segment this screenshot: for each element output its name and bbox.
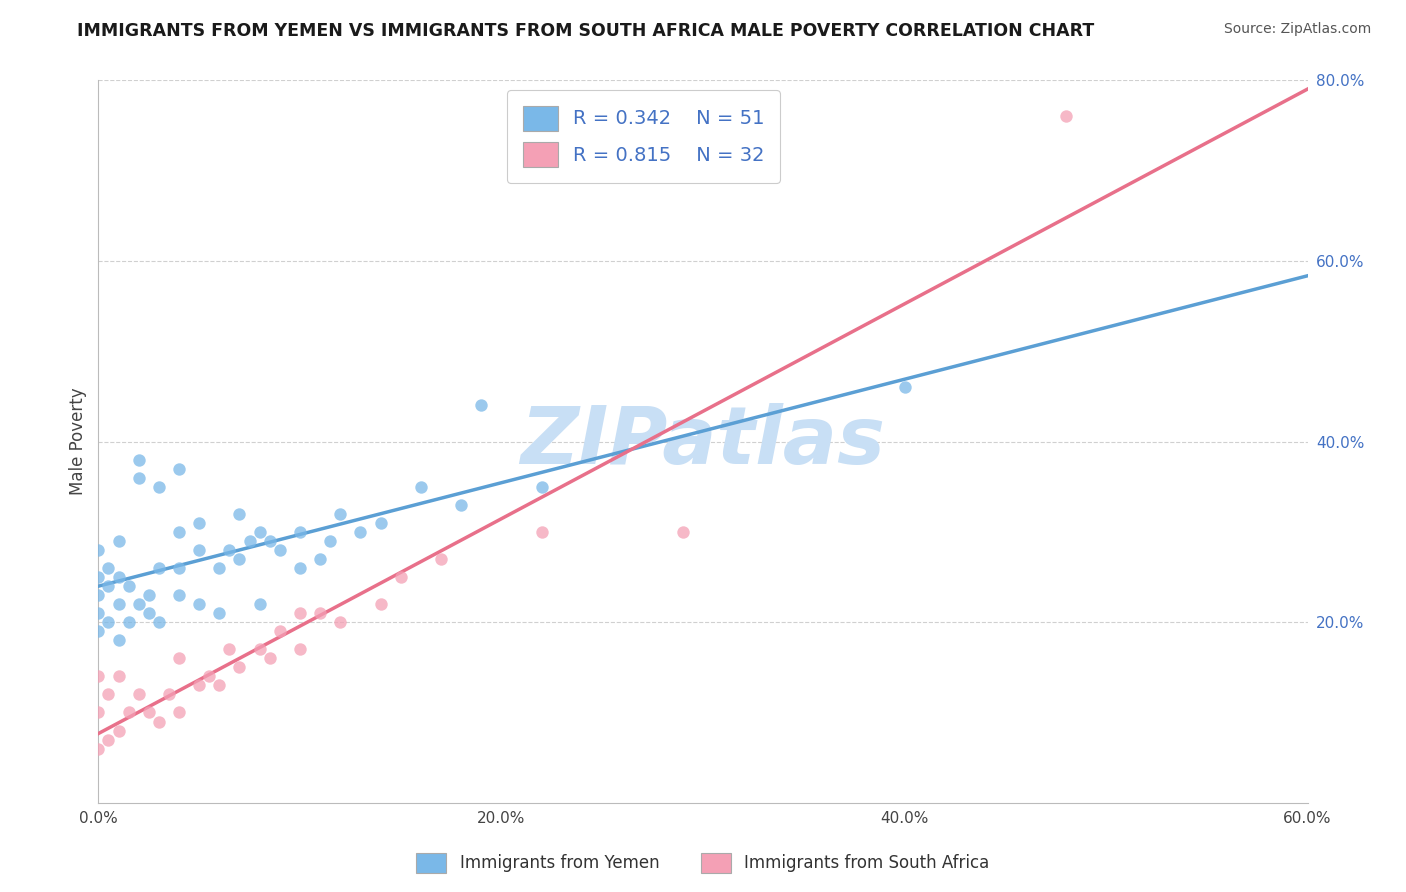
Point (128, 471, 150, 485)
Point (118, 579, 141, 593)
Point (259, 533, 281, 548)
Point (672, 524, 695, 539)
Point (269, 542, 291, 557)
Point (329, 507, 352, 521)
Point (87, 542, 110, 557)
Point (97, 561, 120, 575)
Text: IMMIGRANTS FROM YEMEN VS IMMIGRANTS FROM SOUTH AFRICA MALE POVERTY CORRELATION C: IMMIGRANTS FROM YEMEN VS IMMIGRANTS FROM… (77, 22, 1095, 40)
Point (107, 723, 129, 738)
Point (148, 480, 170, 494)
Point (450, 498, 472, 512)
Point (87, 570, 110, 584)
Point (370, 597, 392, 611)
Point (893, 380, 915, 394)
Point (389, 570, 412, 584)
Point (188, 516, 211, 530)
Point (208, 561, 231, 575)
Point (148, 615, 170, 630)
Point (87, 669, 110, 683)
Point (118, 706, 141, 720)
Point (167, 524, 190, 539)
Point (128, 597, 150, 611)
Point (128, 687, 150, 701)
Text: ZIPatlas: ZIPatlas (520, 402, 886, 481)
Point (97, 732, 120, 747)
Point (259, 651, 281, 665)
Point (87, 624, 110, 639)
Legend: R = 0.342    N = 51, R = 0.815    N = 32: R = 0.342 N = 51, R = 0.815 N = 32 (508, 90, 780, 183)
Point (198, 669, 221, 683)
Point (188, 678, 211, 692)
Point (228, 552, 250, 566)
Point (309, 606, 332, 620)
Point (288, 524, 311, 539)
Point (288, 606, 311, 620)
Point (370, 516, 392, 530)
Point (249, 597, 271, 611)
Point (107, 597, 129, 611)
Point (107, 570, 129, 584)
Text: Source: ZipAtlas.com: Source: ZipAtlas.com (1223, 22, 1371, 37)
Point (218, 642, 240, 657)
Point (157, 687, 180, 701)
Point (409, 480, 432, 494)
Point (148, 561, 170, 575)
Point (97, 579, 120, 593)
Point (319, 533, 342, 548)
Point (167, 561, 190, 575)
Point (128, 452, 150, 467)
Point (208, 678, 231, 692)
Point (87, 741, 110, 756)
Point (288, 561, 311, 575)
Point (107, 669, 129, 683)
Point (269, 624, 291, 639)
Point (138, 588, 160, 602)
Point (228, 507, 250, 521)
Point (218, 542, 240, 557)
Point (97, 615, 120, 630)
Y-axis label: Male Poverty: Male Poverty (69, 388, 87, 495)
Point (309, 552, 332, 566)
Point (107, 633, 129, 648)
Point (167, 706, 190, 720)
Point (188, 597, 211, 611)
Point (530, 524, 553, 539)
Point (1054, 109, 1077, 123)
Point (239, 533, 262, 548)
Point (138, 706, 160, 720)
Point (87, 606, 110, 620)
Point (249, 524, 271, 539)
Point (167, 651, 190, 665)
Point (87, 588, 110, 602)
Point (107, 533, 129, 548)
Point (228, 660, 250, 674)
Point (288, 642, 311, 657)
Point (148, 714, 170, 729)
Point (530, 480, 553, 494)
Point (97, 687, 120, 701)
Point (349, 524, 371, 539)
Point (208, 606, 231, 620)
Point (167, 588, 190, 602)
Point (430, 552, 453, 566)
Point (188, 542, 211, 557)
Point (118, 615, 141, 630)
Legend: Immigrants from Yemen, Immigrants from South Africa: Immigrants from Yemen, Immigrants from S… (409, 847, 997, 880)
Point (329, 615, 352, 630)
Point (87, 706, 110, 720)
Point (470, 398, 492, 412)
Point (167, 461, 190, 475)
Point (138, 606, 160, 620)
Point (249, 642, 271, 657)
